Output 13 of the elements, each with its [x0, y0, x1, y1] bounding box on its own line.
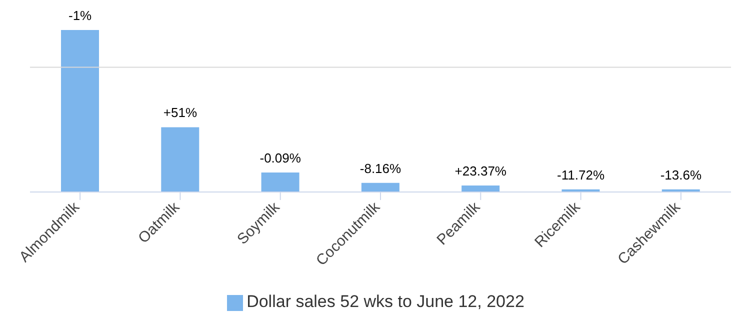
bar — [462, 186, 500, 192]
annotation: -0.09% — [260, 150, 302, 166]
legend-label: Dollar sales 52 wks to June 12, 2022 — [246, 292, 524, 311]
bar — [61, 30, 99, 192]
annotation: +51% — [163, 105, 198, 120]
bar — [161, 127, 200, 192]
annotation: -11.72% — [557, 167, 605, 182]
annotation: -8.16% — [360, 160, 402, 176]
annotation: +23.37% — [454, 164, 507, 179]
bar — [261, 172, 300, 192]
annotation: -13.6% — [660, 167, 702, 182]
bar — [361, 182, 400, 192]
annotation: -1% — [68, 8, 92, 23]
